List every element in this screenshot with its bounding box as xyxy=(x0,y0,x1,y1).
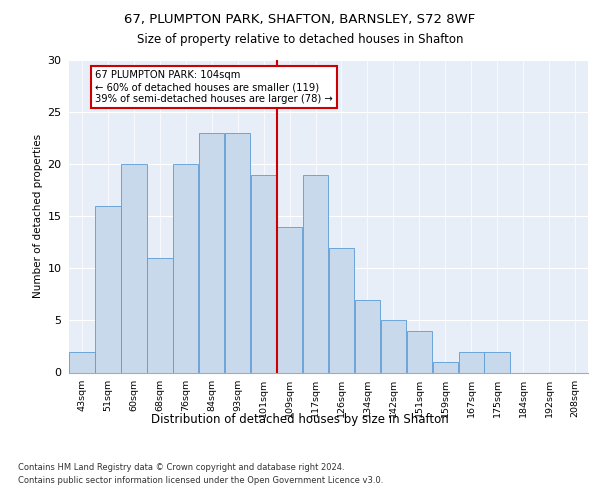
Y-axis label: Number of detached properties: Number of detached properties xyxy=(33,134,43,298)
Text: Contains public sector information licensed under the Open Government Licence v3: Contains public sector information licen… xyxy=(18,476,383,485)
Bar xyxy=(251,174,277,372)
Bar xyxy=(329,248,354,372)
Bar xyxy=(121,164,146,372)
Text: Contains HM Land Registry data © Crown copyright and database right 2024.: Contains HM Land Registry data © Crown c… xyxy=(18,462,344,471)
Text: Distribution of detached houses by size in Shafton: Distribution of detached houses by size … xyxy=(151,412,449,426)
Bar xyxy=(277,226,302,372)
Bar xyxy=(380,320,406,372)
Bar xyxy=(407,331,432,372)
Bar xyxy=(484,352,510,372)
Bar xyxy=(225,133,250,372)
Bar xyxy=(199,133,224,372)
Bar xyxy=(173,164,199,372)
Bar xyxy=(95,206,121,372)
Bar xyxy=(303,174,328,372)
Bar xyxy=(69,352,95,372)
Text: 67 PLUMPTON PARK: 104sqm
← 60% of detached houses are smaller (119)
39% of semi-: 67 PLUMPTON PARK: 104sqm ← 60% of detach… xyxy=(95,70,332,104)
Text: 67, PLUMPTON PARK, SHAFTON, BARNSLEY, S72 8WF: 67, PLUMPTON PARK, SHAFTON, BARNSLEY, S7… xyxy=(124,12,476,26)
Bar xyxy=(433,362,458,372)
Text: Size of property relative to detached houses in Shafton: Size of property relative to detached ho… xyxy=(137,32,463,46)
Bar xyxy=(355,300,380,372)
Bar xyxy=(458,352,484,372)
Bar xyxy=(147,258,173,372)
